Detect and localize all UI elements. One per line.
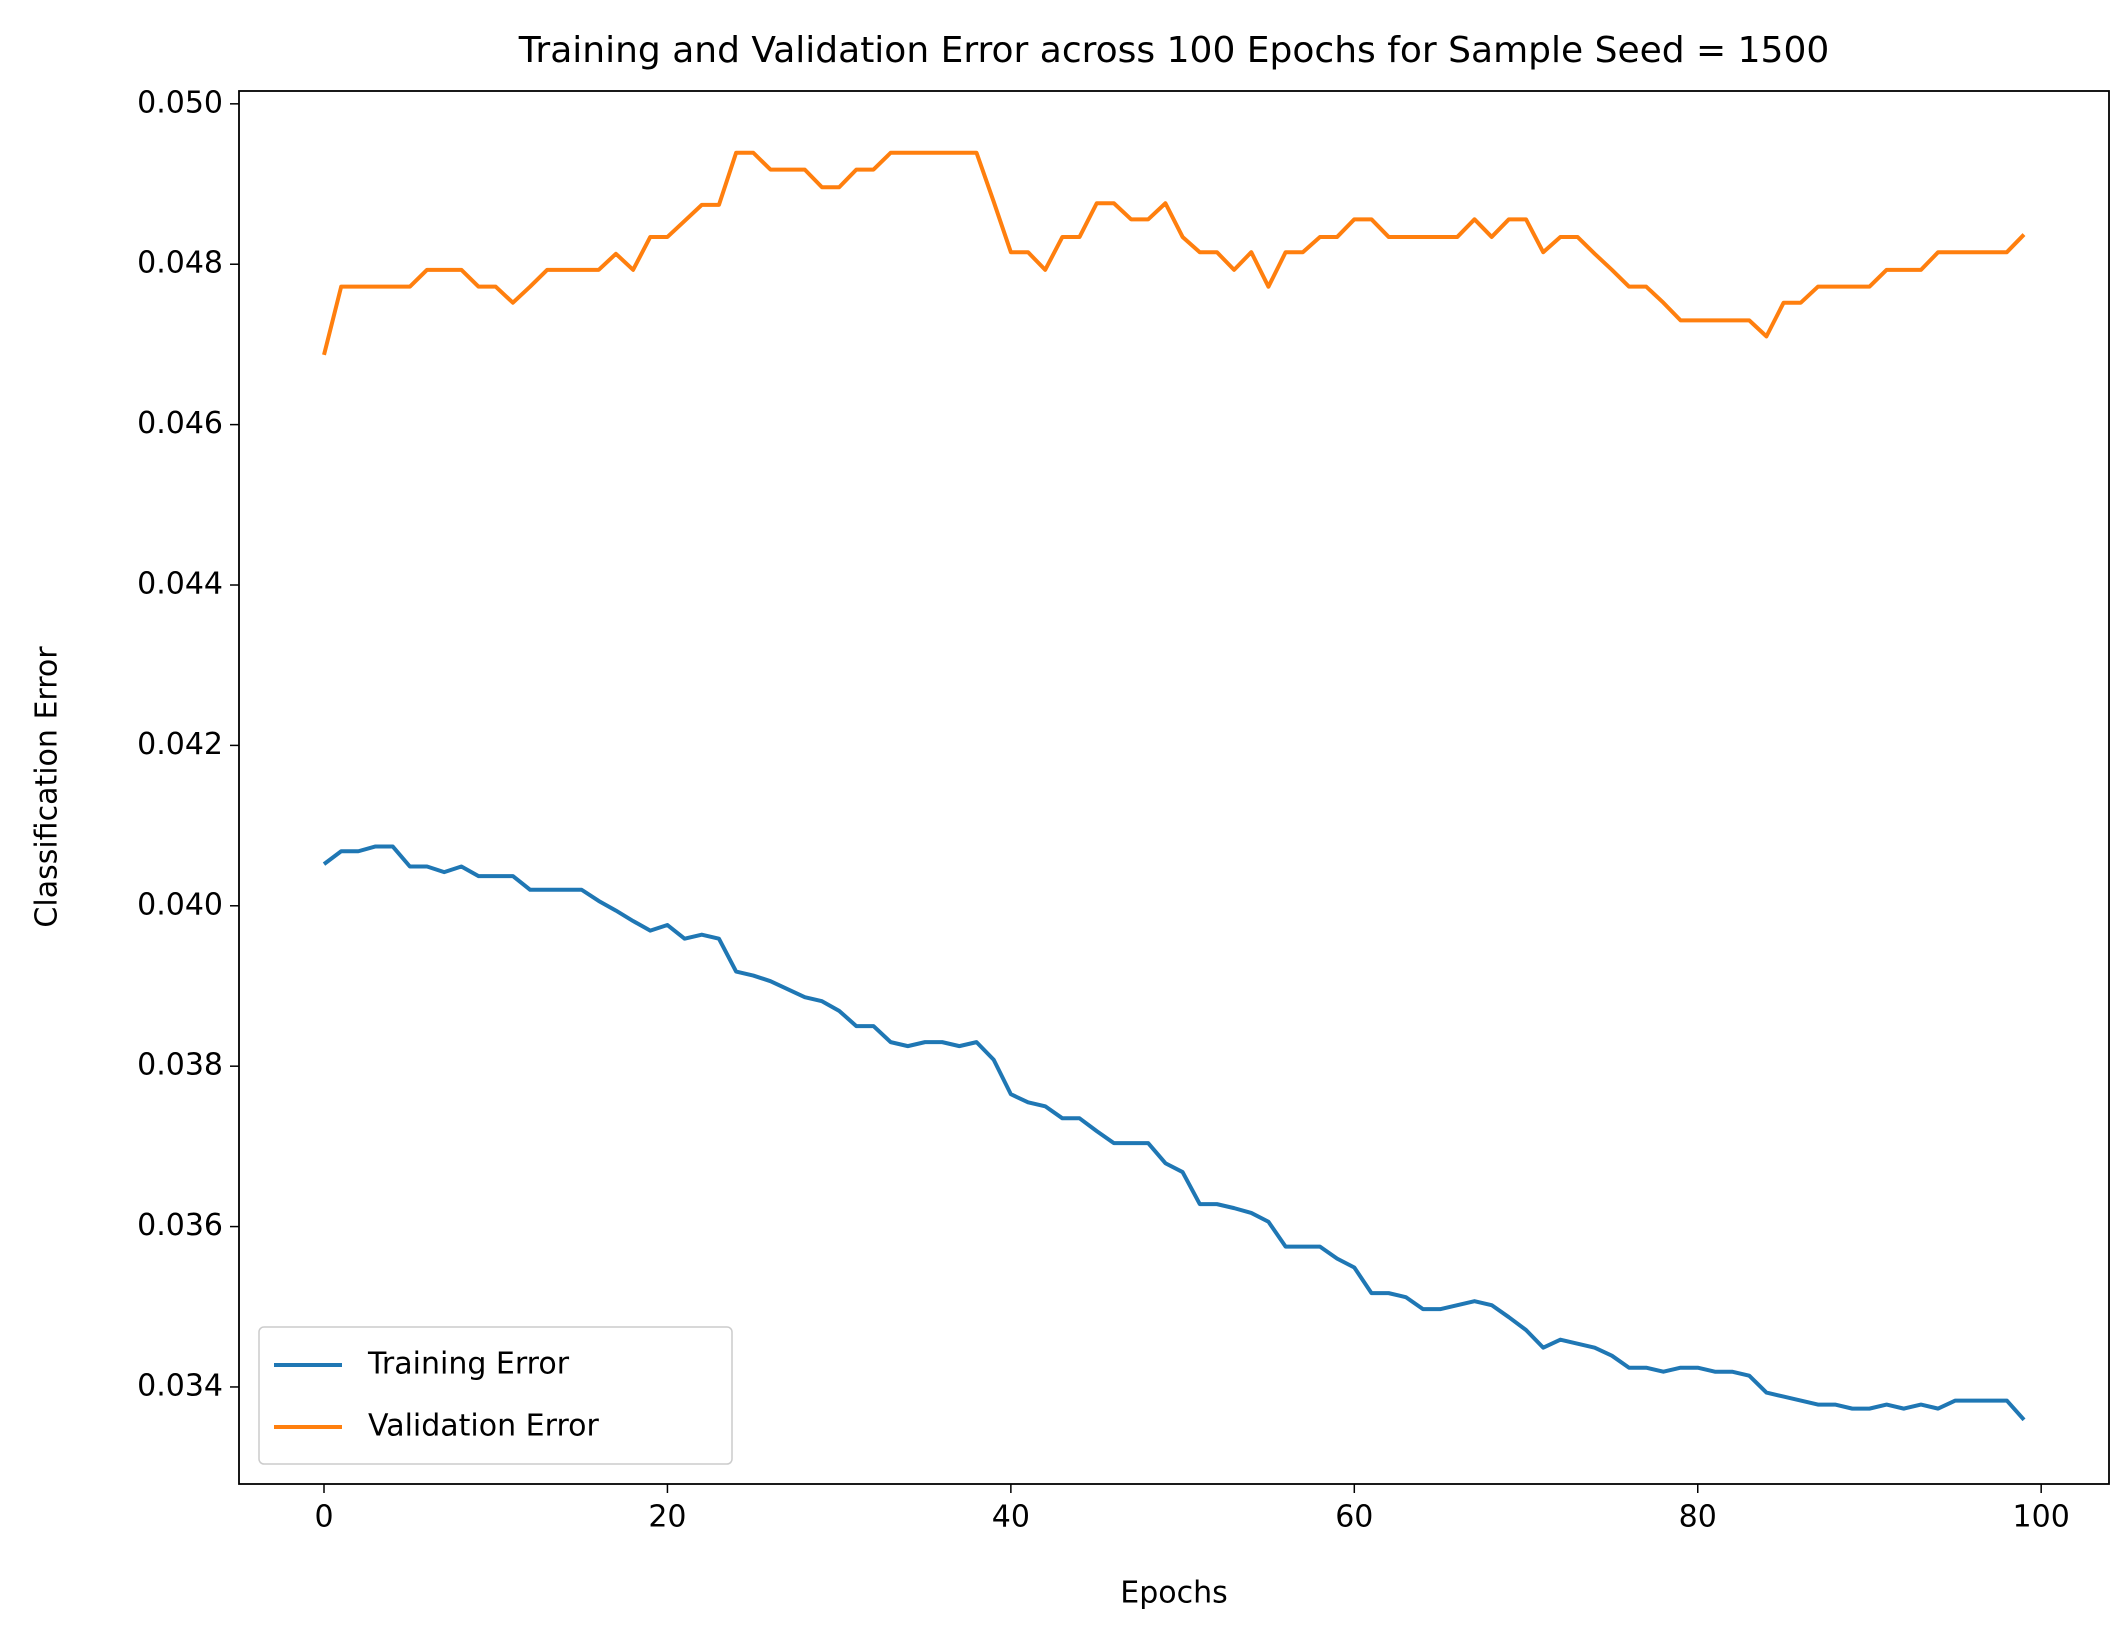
line-series [322, 844, 2026, 1422]
x-axis-label: Epochs [1120, 1576, 1228, 1611]
y-tick-label: 0.046 [137, 406, 223, 441]
legend-label: Training Error [367, 1347, 570, 1382]
y-tick-label: 0.048 [137, 246, 223, 281]
line-series [322, 150, 2026, 356]
x-tick-label: 20 [648, 1500, 686, 1535]
y-tick-label: 0.044 [137, 567, 223, 602]
y-tick-label: 0.042 [137, 727, 223, 762]
chart-title: Training and Validation Error across 100… [518, 30, 1830, 71]
plot-frame [238, 90, 2110, 1485]
y-tick-label: 0.050 [137, 85, 223, 120]
y-tick-label: 0.034 [137, 1368, 223, 1403]
y-tick-label: 0.036 [137, 1208, 223, 1243]
legend-box [258, 1326, 733, 1465]
x-tick-label: 100 [2013, 1500, 2070, 1535]
x-tick-label: 60 [1335, 1500, 1373, 1535]
y-tick-label: 0.038 [137, 1048, 223, 1083]
y-axis-label: Classification Error [30, 646, 65, 928]
x-tick-label: 40 [992, 1500, 1030, 1535]
x-tick-label: 0 [314, 1500, 333, 1535]
x-tick-label: 80 [1679, 1500, 1717, 1535]
legend-label: Validation Error [368, 1409, 599, 1444]
y-tick-label: 0.040 [137, 887, 223, 922]
